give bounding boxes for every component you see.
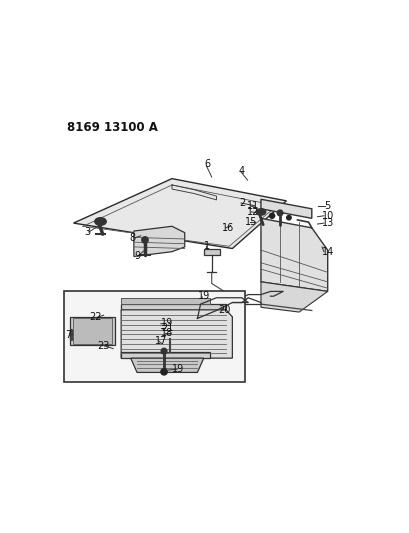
Text: 20: 20 [218, 305, 230, 315]
Text: 14: 14 [321, 247, 333, 257]
Polygon shape [121, 304, 225, 310]
Text: 2: 2 [238, 198, 245, 208]
Ellipse shape [256, 209, 265, 215]
Text: 22: 22 [89, 312, 102, 322]
Polygon shape [121, 310, 232, 358]
Text: 17: 17 [154, 336, 166, 346]
Polygon shape [261, 282, 327, 312]
Polygon shape [203, 248, 219, 255]
Text: 8169 13100 A: 8169 13100 A [67, 122, 157, 134]
Circle shape [286, 215, 290, 220]
Polygon shape [121, 352, 210, 358]
Text: 4: 4 [238, 166, 244, 176]
Text: 11: 11 [246, 201, 258, 211]
Polygon shape [121, 298, 210, 304]
Text: 12: 12 [246, 207, 258, 217]
Circle shape [269, 213, 274, 219]
Text: 19: 19 [172, 364, 184, 374]
Text: 3: 3 [85, 227, 91, 237]
Text: 21: 21 [161, 323, 173, 333]
Circle shape [142, 237, 148, 243]
Polygon shape [70, 317, 115, 345]
Text: 8: 8 [129, 233, 135, 243]
Ellipse shape [94, 217, 106, 225]
Circle shape [160, 369, 167, 375]
Text: 6: 6 [203, 159, 209, 169]
Text: 9: 9 [134, 252, 140, 262]
Polygon shape [133, 227, 184, 256]
Text: 15: 15 [245, 217, 257, 227]
Text: 1: 1 [203, 241, 209, 251]
Circle shape [161, 348, 166, 354]
Polygon shape [130, 358, 203, 373]
Polygon shape [73, 318, 111, 344]
Polygon shape [261, 219, 327, 292]
Circle shape [276, 210, 282, 216]
Text: 16: 16 [221, 223, 233, 233]
Text: 10: 10 [321, 211, 333, 221]
Text: 7: 7 [65, 330, 72, 340]
Text: 23: 23 [97, 341, 110, 351]
Text: 19: 19 [197, 291, 209, 301]
Polygon shape [261, 199, 311, 219]
Text: 13: 13 [321, 218, 333, 228]
Text: 19: 19 [161, 318, 173, 328]
Polygon shape [73, 179, 285, 248]
Text: 5: 5 [324, 200, 330, 211]
Text: 18: 18 [161, 328, 173, 338]
Bar [64, 292, 245, 382]
